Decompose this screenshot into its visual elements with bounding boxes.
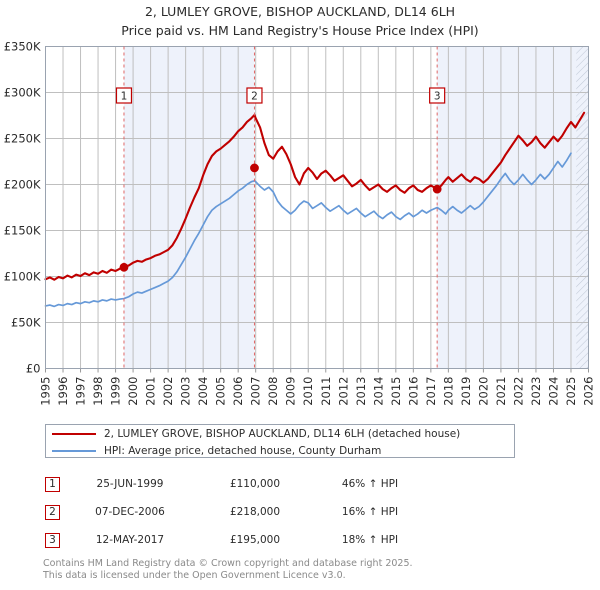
marker-box-2 xyxy=(246,87,263,104)
x-axis-tick-label: 2014 xyxy=(371,377,385,406)
y-axis-tick-label: £200K xyxy=(4,178,41,192)
x-axis-tick-label: 2007 xyxy=(249,377,263,406)
plot-border xyxy=(45,46,589,369)
x-axis-tick-label: 1998 xyxy=(91,377,105,406)
marker-label-3: 3 xyxy=(434,91,441,103)
y-axis-tick-label: £100K xyxy=(4,270,41,284)
table-row: 3 12-MAY-2017 £195,000 18% ↑ HPI xyxy=(45,526,515,554)
transaction-price: £218,000 xyxy=(229,506,281,518)
y-axis-tick-label: £150K xyxy=(4,224,41,238)
transaction-date: 25-JUN-1999 xyxy=(96,478,164,490)
x-axis-tick-label: 2022 xyxy=(511,377,525,406)
x-axis-tick-label: 2025 xyxy=(564,377,578,406)
marker-box-3 xyxy=(429,87,446,104)
x-axis-tick-label: 2018 xyxy=(441,377,455,406)
page-title: 2, LUMLEY GROVE, BISHOP AUCKLAND, DL14 6… xyxy=(0,2,600,40)
x-axis-tick-label: 2003 xyxy=(179,377,193,406)
chart-plot-area: £0 £50K £100K £150K £200K £250K £300K £350K 1995… xyxy=(4,40,596,406)
x-axis-tick-label: 2008 xyxy=(266,377,280,406)
series-line-hpi xyxy=(44,152,572,308)
transaction-table: 1 25-JUN-1999 £110,000 46% ↑ HPI 2 07-DE… xyxy=(45,470,515,554)
x-axis-tick-label: 2005 xyxy=(214,377,228,406)
y-axis-tick-label: £300K xyxy=(4,86,41,100)
shaded-band-2 xyxy=(437,46,589,369)
x-axis-tick-label: 1996 xyxy=(56,377,70,406)
legend-swatch-hpi xyxy=(52,449,96,452)
x-axis-tick-label: 1995 xyxy=(39,377,53,406)
legend-item-property: 2, LUMLEY GROVE, BISHOP AUCKLAND, DL14 6… xyxy=(46,425,514,442)
transaction-marker-1: 1 xyxy=(45,476,60,492)
chart-legend: 2, LUMLEY GROVE, BISHOP AUCKLAND, DL14 6… xyxy=(45,424,515,458)
transaction-date: 07-DEC-2006 xyxy=(95,506,165,518)
x-axis-tick-label: 2024 xyxy=(546,377,560,406)
x-axis-tick-label: 2012 xyxy=(336,377,350,406)
y-axis-tick-label: £50K xyxy=(11,316,41,330)
transaction-hpi-delta: 46% ↑ HPI xyxy=(341,478,399,490)
footer-line-2: This data is licensed under the Open Gov… xyxy=(43,569,346,581)
transaction-marker-2: 2 xyxy=(45,504,60,520)
legend-item-hpi: HPI: Average price, detached house, Coun… xyxy=(46,442,514,459)
x-axis-tick-label: 2020 xyxy=(476,377,490,406)
x-axis-tick-label: 2010 xyxy=(301,377,315,406)
hatched-future-band xyxy=(576,46,589,369)
x-axis-tick-label: 2001 xyxy=(144,377,158,406)
transaction-hpi-delta: 16% ↑ HPI xyxy=(341,506,399,518)
x-axis-tick-label: 2013 xyxy=(354,377,368,406)
marker-dot-2 xyxy=(250,163,259,173)
x-axis-tick-label: 2021 xyxy=(494,377,508,406)
x-axis-tick-label: 2026 xyxy=(582,377,596,406)
table-row: 1 25-JUN-1999 £110,000 46% ↑ HPI xyxy=(45,470,515,498)
marker-dot-3 xyxy=(432,184,442,194)
y-axis-tick-label: £350K xyxy=(4,40,41,54)
x-axis-tick-label: 1999 xyxy=(109,377,123,406)
title-line-2: Price paid vs. HM Land Registry's House … xyxy=(121,23,479,38)
x-axis-tick-label: 2017 xyxy=(424,377,438,406)
x-axis-tick-label: 2015 xyxy=(389,377,403,406)
legend-label-hpi: HPI: Average price, detached house, Coun… xyxy=(104,444,382,457)
transaction-price: £110,000 xyxy=(229,478,281,490)
marker-box-1 xyxy=(115,87,133,104)
transaction-price: £195,000 xyxy=(229,534,281,546)
marker-dot-1 xyxy=(119,262,129,272)
x-axis-tick-label: 1997 xyxy=(74,377,88,406)
x-axis-tick-label: 2009 xyxy=(284,377,298,406)
x-axis-tick-label: 2019 xyxy=(459,377,473,406)
marker-label-2: 2 xyxy=(251,91,258,103)
y-axis-tick-label: £0 xyxy=(26,362,41,376)
transaction-hpi-delta: 18% ↑ HPI xyxy=(341,534,399,546)
x-axis-tick-label: 2011 xyxy=(319,377,333,406)
x-axis-tick-label: 2006 xyxy=(231,377,245,406)
title-line-1: 2, LUMLEY GROVE, BISHOP AUCKLAND, DL14 6… xyxy=(144,4,456,19)
x-axis-tick-label: 2002 xyxy=(161,377,175,406)
x-axis-tick-label: 2004 xyxy=(196,377,210,406)
footer-line-1: Contains HM Land Registry data © Crown c… xyxy=(43,558,413,569)
series-line-property xyxy=(44,111,586,281)
legend-label-property: 2, LUMLEY GROVE, BISHOP AUCKLAND, DL14 6… xyxy=(104,427,461,440)
attribution-footer: Contains HM Land Registry data © Crown c… xyxy=(43,558,583,581)
marker-label-1: 1 xyxy=(121,91,128,103)
legend-swatch-property xyxy=(52,432,96,435)
x-axis-tick-label: 2016 xyxy=(406,377,420,406)
y-axis-tick-label: £250K xyxy=(4,132,41,146)
x-axis-tick-label: 2023 xyxy=(529,377,543,406)
x-axis-tick-label: 2000 xyxy=(126,377,140,406)
table-row: 2 07-DEC-2006 £218,000 16% ↑ HPI xyxy=(45,498,515,526)
transaction-date: 12-MAY-2017 xyxy=(95,534,165,546)
transaction-marker-3: 3 xyxy=(45,532,60,548)
